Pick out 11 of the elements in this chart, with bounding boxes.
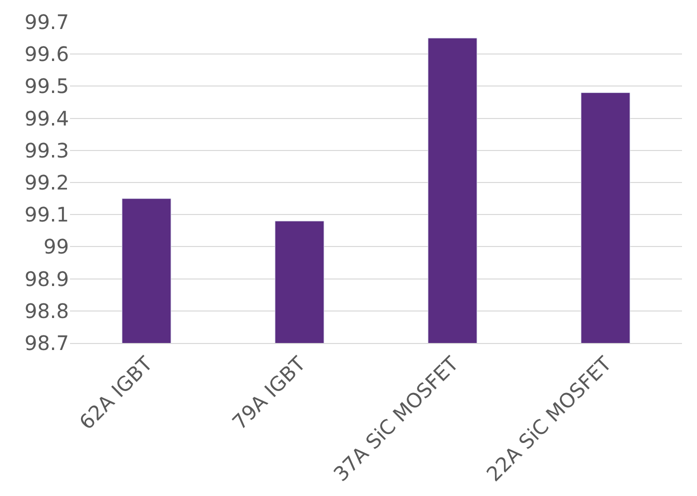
y-tick-label: 99.1 (24, 202, 69, 227)
y-tick-label: 99.5 (24, 74, 69, 98)
y-tick-label: 99.2 (24, 170, 69, 194)
y-tick-label: 99 (44, 234, 69, 259)
y-tick-label: 99.7 (24, 10, 69, 34)
y-tick-label: 98.7 (24, 331, 69, 355)
y-tick-label: 98.8 (24, 298, 69, 323)
y-tick-label: 98.9 (24, 266, 69, 291)
y-tick-label: 99.4 (24, 106, 69, 130)
y-tick-label: 99.3 (24, 138, 69, 162)
y-tick-label: 99.6 (24, 42, 69, 66)
